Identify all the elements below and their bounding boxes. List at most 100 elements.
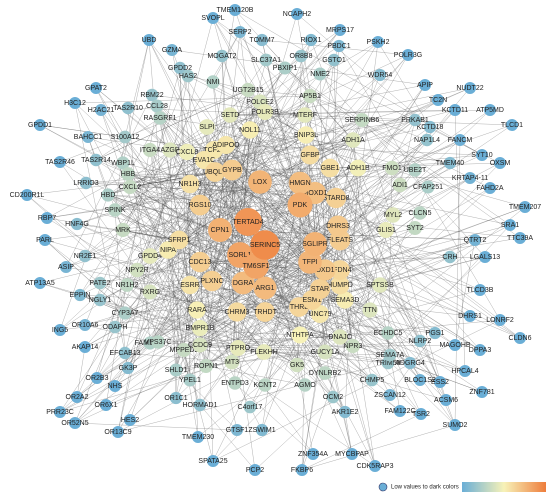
edge (199, 169, 233, 329)
node (278, 61, 292, 75)
node-label: DYNLRB2 (309, 370, 341, 377)
node-label: OR2A2 (66, 394, 89, 401)
edge (259, 101, 394, 216)
node-label: GPDD1 (28, 122, 52, 129)
edge (124, 225, 339, 314)
edge (236, 239, 476, 313)
node-label: ZSCAN12 (374, 392, 406, 399)
node (178, 143, 196, 161)
node (243, 400, 257, 414)
edge (239, 31, 266, 246)
edge (352, 206, 526, 347)
node (255, 33, 269, 47)
edge (339, 224, 511, 271)
edge (74, 102, 373, 381)
node (229, 4, 241, 16)
edge (175, 289, 481, 371)
edge (236, 311, 341, 338)
edge (305, 134, 359, 169)
node (408, 113, 422, 127)
edge (157, 336, 341, 343)
node-label: FAM122C (384, 408, 415, 415)
node-label: PSKH2 (367, 39, 390, 46)
node (326, 390, 340, 404)
edge (95, 89, 249, 161)
node (169, 391, 183, 405)
edge (129, 186, 169, 251)
edge (59, 95, 311, 331)
node-label: SYT2 (406, 225, 424, 232)
edge (175, 169, 416, 399)
edge (197, 284, 381, 438)
node (191, 319, 209, 337)
node-label: CXCL8 (176, 149, 199, 156)
node-label: TMEM120B (217, 7, 254, 14)
node-label: HUMPD (327, 282, 353, 289)
edge (264, 154, 311, 246)
node (151, 335, 165, 349)
node (303, 232, 327, 256)
node-label: PTPRO (226, 345, 251, 352)
node (300, 145, 320, 165)
node (414, 374, 426, 386)
node-label: NME2 (310, 71, 330, 78)
edge (337, 186, 429, 227)
edge (225, 144, 354, 347)
node-label: ECHDC5 (374, 330, 403, 337)
edge (324, 269, 354, 347)
edge (99, 282, 185, 351)
node-label: AKR1E2 (332, 409, 359, 416)
node-label: FANCM (448, 137, 473, 144)
edge (127, 173, 301, 206)
node-label: SPATA25 (198, 458, 227, 465)
node (115, 222, 131, 238)
node (241, 121, 259, 139)
edge (212, 17, 421, 214)
node (255, 302, 275, 322)
node-label: TAS2R10 (113, 105, 143, 112)
edge (247, 89, 311, 97)
edge (229, 114, 513, 126)
node (506, 119, 518, 131)
node (291, 8, 303, 20)
node-label: NR2E1 (74, 253, 97, 260)
node (256, 344, 272, 360)
node-label: GPDD2 (168, 65, 192, 72)
edge (324, 269, 471, 317)
edge (296, 13, 431, 128)
edge (74, 422, 238, 431)
node-label: ZSWIM1 (248, 427, 275, 434)
edge (107, 194, 401, 412)
edge (309, 74, 381, 156)
edge (175, 183, 191, 371)
node-label: CPN1 (211, 227, 230, 234)
nodes: TMEM120B NCAPH2 SVOPL PSKH2 UBD POLR3G NUDT22 G… (10, 4, 541, 476)
edge (117, 362, 389, 433)
edge (127, 173, 421, 214)
edge (361, 119, 447, 401)
node (150, 99, 164, 113)
edge (221, 55, 251, 131)
node (231, 271, 255, 295)
node (434, 376, 446, 388)
node-label: WDR54 (368, 72, 393, 79)
node-label: TSR2 (412, 411, 430, 418)
edge (114, 149, 171, 211)
edge (183, 349, 391, 356)
node (181, 69, 195, 83)
edge (124, 39, 150, 138)
node (514, 232, 526, 244)
edge (211, 129, 251, 282)
edge (196, 229, 387, 311)
node-label: ING5 (52, 327, 68, 334)
edge (74, 347, 239, 424)
node-label: SGLIPR (302, 241, 328, 248)
edge (261, 39, 311, 263)
edge (314, 119, 416, 194)
node-label: NPR3 (344, 343, 363, 350)
edge (229, 109, 491, 116)
node (124, 414, 136, 426)
edge (199, 114, 306, 206)
node (180, 275, 200, 295)
node (108, 320, 122, 334)
